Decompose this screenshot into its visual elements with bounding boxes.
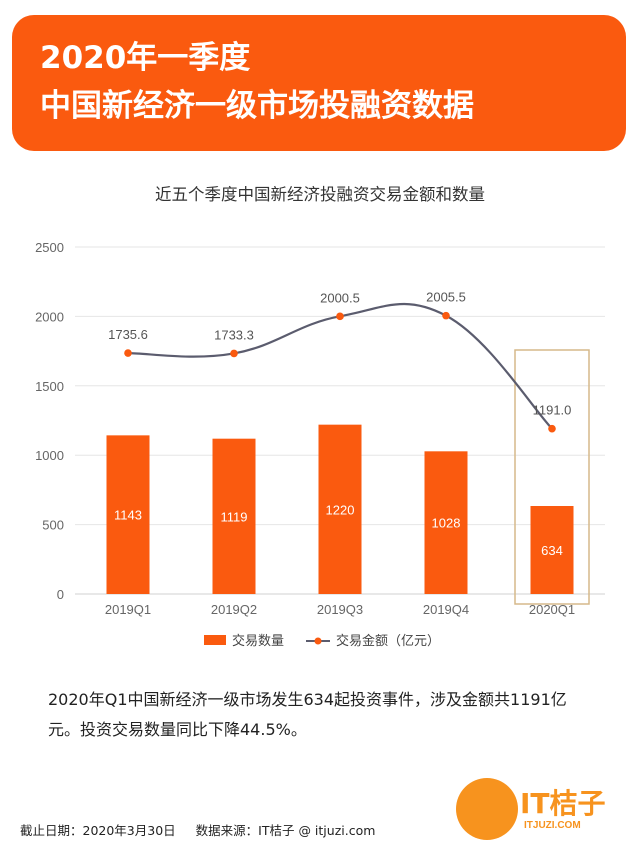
- logo-mark-icon: [456, 778, 518, 840]
- footer: 截止日期：2020年3月30日 数据来源：IT桔子 @ itjuzi.com: [20, 820, 391, 839]
- page-title-line1: 2020年一季度: [40, 40, 251, 76]
- x-tick-label: 2019Q3: [317, 602, 363, 617]
- footer-source: 数据来源：IT桔子 @ itjuzi.com: [195, 823, 376, 838]
- combo-chart: 0 500 1000 1500 2000 2500 1143 1119 1220 1028 634 1…: [35, 240, 605, 649]
- legend-label-bars: 交易数量: [232, 633, 284, 649]
- bar-value-label: 1119: [221, 509, 248, 524]
- logo-url: ITJUZI.COM: [524, 820, 581, 831]
- legend-swatch-bars: [204, 635, 226, 645]
- itjuzi-logo: IT桔子 ITJUZI.COM: [456, 774, 626, 844]
- highlight-box: [514, 349, 590, 605]
- series-line: [127, 302, 553, 430]
- bar-value-label: 1220: [326, 502, 355, 517]
- page-title-line2: 中国新经济一级市场投融资数据: [40, 88, 474, 124]
- bar: [424, 451, 468, 594]
- chart-title: 近五个季度中国新经济投融资交易金额和数量: [155, 185, 485, 204]
- y-tick-label: 1000: [35, 448, 64, 463]
- x-tick-label: 2020Q1: [529, 602, 575, 617]
- bar: [212, 438, 256, 594]
- bar-value-label: 1028: [432, 516, 461, 531]
- bar-value-label: 634: [541, 543, 563, 558]
- summary-line1: 2020年Q1中国新经济一级市场发生634起投资事件，涉及金额共1191亿: [48, 690, 567, 709]
- line-value-label: 1191.0: [533, 403, 572, 418]
- line-value-label: 2000.5: [320, 290, 360, 305]
- y-tick-label: 2500: [35, 240, 64, 255]
- line-value-label: 1735.6: [108, 327, 148, 342]
- logo-text: IT桔子: [520, 787, 606, 820]
- y-tick-label: 1500: [35, 379, 64, 394]
- bar: [318, 424, 362, 594]
- footer-date: 截止日期：2020年3月30日: [20, 823, 176, 838]
- bar-value-label: 1143: [114, 508, 142, 523]
- summary-line2: 元。投资交易数量同比下降44.5%。: [48, 720, 307, 739]
- line-point: [442, 311, 450, 320]
- legend-label-line: 交易金额（亿元）: [336, 633, 440, 649]
- x-tick-label: 2019Q1: [105, 602, 151, 617]
- line-point: [230, 349, 238, 358]
- legend-marker-line: [314, 637, 322, 645]
- bar: [106, 435, 150, 594]
- x-tick-label: 2019Q2: [211, 602, 257, 617]
- line-point: [336, 312, 344, 321]
- y-tick-label: 0: [57, 587, 64, 602]
- y-tick-label: 2000: [35, 309, 64, 324]
- line-value-label: 2005.5: [426, 290, 466, 305]
- line-point: [124, 349, 132, 357]
- header-banner: [12, 15, 626, 151]
- y-tick-label: 500: [42, 518, 64, 533]
- bar: [530, 506, 574, 594]
- line-value-label: 1733.3: [214, 327, 254, 342]
- x-tick-label: 2019Q4: [423, 602, 469, 617]
- summary-text: 2020年Q1中国新经济一级市场发生634起投资事件，涉及金额共1191亿 元。…: [48, 685, 608, 745]
- line-point: [548, 424, 556, 433]
